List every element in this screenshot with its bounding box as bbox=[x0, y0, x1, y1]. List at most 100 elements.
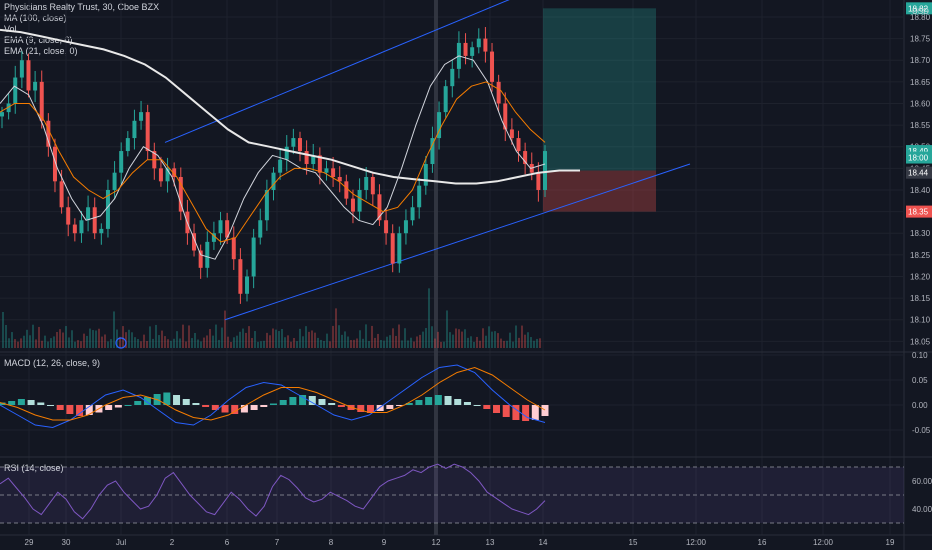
time-tick-label: 13 bbox=[486, 538, 495, 547]
candle-body bbox=[490, 51, 495, 82]
volume-bar bbox=[512, 341, 514, 348]
candle-body bbox=[397, 233, 402, 264]
volume-bar bbox=[227, 336, 229, 348]
volume-bar bbox=[539, 338, 541, 348]
candle-body bbox=[337, 177, 342, 182]
macd-histogram-bar bbox=[415, 400, 423, 405]
volume-bar bbox=[254, 331, 256, 348]
volume-bar bbox=[293, 337, 295, 348]
volume-bar bbox=[239, 331, 241, 348]
candle-body bbox=[536, 172, 541, 190]
volume-bar bbox=[464, 329, 466, 348]
volume-bar bbox=[47, 341, 49, 348]
volume-bar bbox=[143, 334, 145, 348]
macd-histogram-bar bbox=[37, 402, 45, 405]
candle-body bbox=[26, 60, 31, 91]
volume-bar bbox=[257, 341, 259, 348]
volume-bar bbox=[134, 337, 136, 348]
candle-body bbox=[251, 237, 256, 277]
price-pane[interactable] bbox=[0, 0, 691, 535]
candle-body bbox=[172, 168, 177, 177]
rsi-pane[interactable] bbox=[0, 463, 904, 524]
candle-body bbox=[39, 81, 44, 121]
candle-body bbox=[370, 177, 375, 195]
volume-bar bbox=[113, 311, 115, 348]
candle-body bbox=[125, 138, 130, 152]
volume-bar bbox=[206, 335, 208, 348]
volume-bar bbox=[431, 326, 433, 348]
volume-bar bbox=[152, 338, 154, 348]
volume-bar bbox=[515, 325, 517, 348]
macd-histogram-bar bbox=[231, 405, 239, 414]
macd-histogram-bar bbox=[76, 405, 84, 416]
candle-body bbox=[470, 47, 475, 56]
candle-body bbox=[59, 181, 64, 208]
volume-bar bbox=[392, 328, 394, 348]
volume-bar bbox=[467, 337, 469, 348]
macd-histogram-bar bbox=[66, 405, 74, 414]
macd-histogram-bar bbox=[56, 405, 64, 410]
volume-bar bbox=[386, 336, 388, 348]
volume-bar bbox=[89, 328, 91, 348]
volume-bar bbox=[449, 332, 451, 348]
candle-body bbox=[72, 224, 77, 234]
macd-histogram-bar bbox=[17, 399, 25, 405]
macd-histogram-bar bbox=[434, 395, 442, 405]
volume-bar bbox=[80, 341, 82, 348]
volume-bar bbox=[191, 338, 193, 348]
volume-bar bbox=[74, 341, 76, 348]
volume-bar bbox=[260, 341, 262, 348]
candle-body bbox=[178, 177, 183, 212]
macd-histogram-bar bbox=[357, 405, 365, 412]
volume-bar bbox=[140, 341, 142, 348]
volume-bar bbox=[371, 325, 373, 348]
volume-bar bbox=[329, 341, 331, 348]
volume-bar bbox=[401, 340, 403, 348]
indicator-ma100[interactable]: MA (100, close) bbox=[4, 13, 67, 23]
volume-bar bbox=[365, 324, 367, 348]
indicator-vol[interactable]: Vol bbox=[4, 24, 17, 34]
macd-pane[interactable] bbox=[0, 364, 549, 429]
volume-bar bbox=[263, 340, 265, 348]
volume-bar bbox=[521, 325, 523, 348]
indicator-ema21[interactable]: EMA (21, close, 0) bbox=[4, 46, 78, 56]
candle-body bbox=[258, 220, 263, 238]
macd-histogram-bar bbox=[376, 405, 384, 411]
macd-histogram-bar bbox=[182, 399, 190, 405]
candle-body bbox=[509, 129, 514, 139]
volume-bar bbox=[11, 332, 13, 348]
volume-bar bbox=[149, 326, 151, 348]
volume-bar bbox=[101, 336, 103, 348]
price-tick-label: 18.40 bbox=[910, 186, 931, 195]
candle-body bbox=[19, 60, 24, 78]
candle-body bbox=[231, 237, 236, 260]
volume-bar bbox=[278, 331, 280, 348]
candle-body bbox=[264, 189, 269, 221]
price-label-badge bbox=[906, 2, 932, 15]
ema21-line bbox=[0, 81, 546, 243]
volume-bar bbox=[344, 331, 346, 348]
price-label-badge bbox=[906, 205, 932, 218]
price-tick-label: 18.70 bbox=[910, 56, 931, 65]
macd-histogram-bar bbox=[425, 397, 433, 405]
volume-bar bbox=[455, 328, 457, 348]
macd-histogram-bar bbox=[221, 405, 229, 413]
macd-histogram-bar bbox=[85, 405, 93, 415]
volume-bar bbox=[497, 333, 499, 348]
volume-bar bbox=[335, 308, 337, 348]
volume-bar bbox=[377, 333, 379, 348]
indicator-ema9[interactable]: EMA (9, close, 0) bbox=[4, 35, 73, 45]
volume-bar bbox=[461, 331, 463, 348]
volume-bar bbox=[104, 334, 106, 348]
volume-bar bbox=[29, 335, 31, 348]
macd-histogram-bar bbox=[483, 405, 491, 409]
volume-bar bbox=[77, 340, 79, 348]
volume-bar bbox=[185, 341, 187, 348]
candle-body bbox=[417, 185, 422, 208]
time-tick-label: 2 bbox=[170, 538, 175, 547]
volume-bar bbox=[452, 334, 454, 348]
volume-bar bbox=[155, 324, 157, 348]
candle-body bbox=[112, 172, 117, 190]
candle-body bbox=[443, 86, 448, 113]
